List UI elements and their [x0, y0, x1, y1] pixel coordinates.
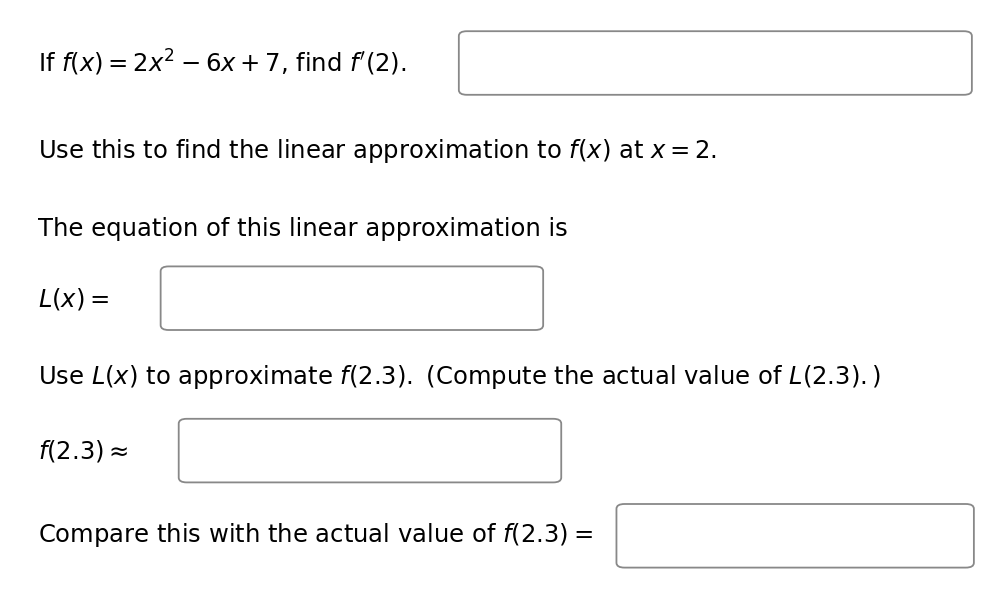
- Text: Use this to find the linear approximation to $f(x)$ at $x = 2.$: Use this to find the linear approximatio…: [38, 137, 716, 165]
- FancyBboxPatch shape: [179, 419, 561, 482]
- FancyBboxPatch shape: [160, 266, 543, 330]
- Text: The equation of this linear approximation is: The equation of this linear approximatio…: [38, 217, 568, 241]
- Text: Compare this with the actual value of $f(2.3) =$: Compare this with the actual value of $f…: [38, 521, 593, 549]
- FancyBboxPatch shape: [458, 31, 971, 95]
- Text: If $f(x) = 2x^2 - 6x + 7$, find $f'(2).$: If $f(x) = 2x^2 - 6x + 7$, find $f'(2).$: [38, 48, 406, 78]
- Text: Use $L(x)$ to approximate $f(2.3).$ (Compute the actual value of $L(2.3).$): Use $L(x)$ to approximate $f(2.3).$ (Com…: [38, 363, 881, 391]
- Text: $L(x) =$: $L(x) =$: [38, 286, 109, 312]
- Text: $f(2.3) \approx$: $f(2.3) \approx$: [38, 438, 128, 464]
- FancyBboxPatch shape: [616, 504, 973, 568]
